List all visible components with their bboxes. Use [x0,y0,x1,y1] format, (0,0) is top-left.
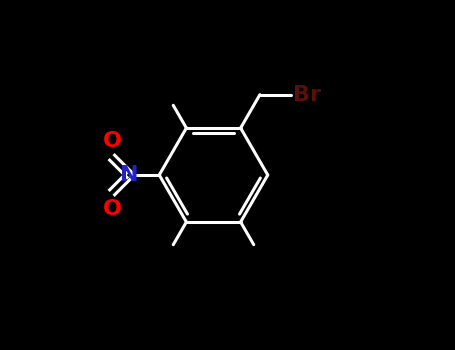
Text: Br: Br [293,85,321,105]
Text: N: N [120,165,139,185]
Text: O: O [103,199,121,219]
Text: O: O [103,131,121,151]
